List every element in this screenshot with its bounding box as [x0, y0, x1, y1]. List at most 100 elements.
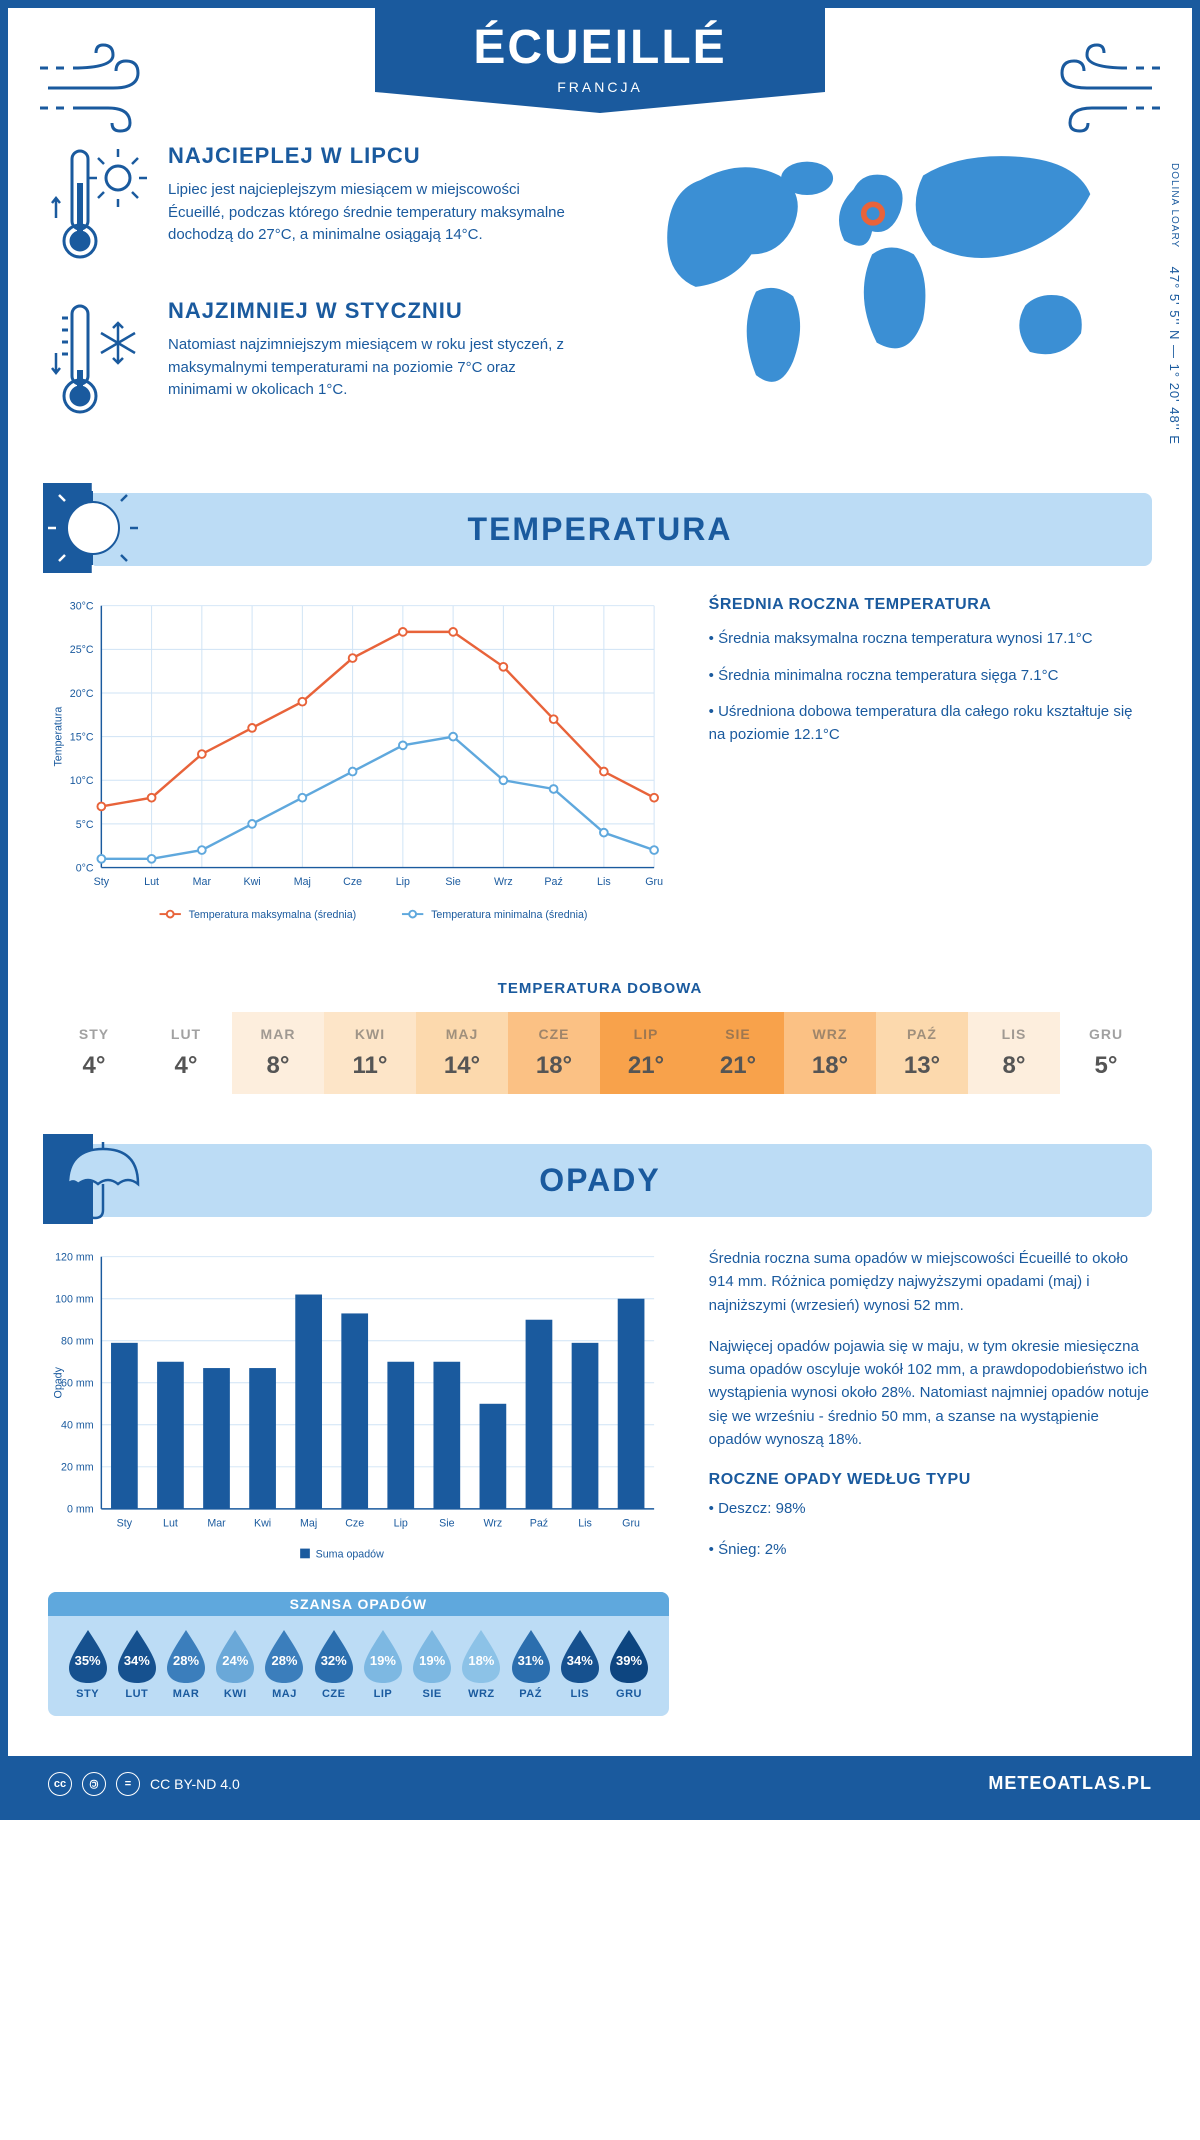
svg-text:Kwi: Kwi: [244, 876, 261, 888]
daily-temp-cell: SIE21°: [692, 1012, 784, 1094]
rain-chance-drop: 28% MAJ: [261, 1628, 308, 1700]
opady-type-1: • Deszcz: 98%: [709, 1497, 1152, 1520]
daily-temp-cell: PAŹ13°: [876, 1012, 968, 1094]
temperature-chart: 0°C5°C10°C15°C20°C25°C30°CStyLutMarKwiMa…: [48, 596, 669, 950]
svg-text:Suma opadów: Suma opadów: [316, 1548, 384, 1560]
svg-text:Lis: Lis: [597, 876, 611, 888]
chance-title: SZANSA OPADÓW: [48, 1592, 669, 1616]
opady-info-2: Najwięcej opadów pojawia się w maju, w t…: [709, 1335, 1152, 1451]
hottest-block: NAJCIEPLEJ W LIPCU Lipiec jest najcieple…: [48, 143, 580, 263]
svg-text:Lut: Lut: [163, 1517, 178, 1529]
svg-text:Gru: Gru: [622, 1517, 640, 1529]
svg-text:Temperatura maksymalna (średni: Temperatura maksymalna (średnia): [189, 909, 357, 921]
rain-chance-drop: 32% CZE: [310, 1628, 357, 1700]
precipitation-info: Średnia roczna suma opadów w miejscowośc…: [709, 1247, 1152, 1716]
svg-text:Wrz: Wrz: [484, 1517, 503, 1529]
temp-info-title: ŚREDNIA ROCZNA TEMPERATURA: [709, 596, 1152, 614]
license-text: CC BY-ND 4.0: [150, 1776, 240, 1792]
intro-section: NAJCIEPLEJ W LIPCU Lipiec jest najcieple…: [48, 143, 1152, 453]
svg-text:Temperatura minimalna (średnia: Temperatura minimalna (średnia): [431, 909, 587, 921]
svg-text:Mar: Mar: [193, 876, 212, 888]
precipitation-chart: 0 mm20 mm40 mm60 mm80 mm100 mm120 mmOpad…: [48, 1247, 669, 1577]
coldest-text: Natomiast najzimniejszym miesiącem w rok…: [168, 334, 580, 402]
thermometer-cold-icon: [48, 298, 148, 418]
hottest-text: Lipiec jest najcieplejszym miesiącem w m…: [168, 179, 580, 247]
daily-temp-title: TEMPERATURA DOBOWA: [48, 980, 1152, 997]
coldest-block: NAJZIMNIEJ W STYCZNIU Natomiast najzimni…: [48, 298, 580, 418]
svg-text:Sie: Sie: [445, 876, 460, 888]
svg-text:Maj: Maj: [294, 876, 311, 888]
precipitation-column: 0 mm20 mm40 mm60 mm80 mm100 mm120 mmOpad…: [48, 1247, 669, 1716]
svg-text:40 mm: 40 mm: [61, 1420, 94, 1432]
temperature-info: ŚREDNIA ROCZNA TEMPERATURA • Średnia mak…: [709, 596, 1152, 950]
rain-chance-drop: 19% LIP: [359, 1628, 406, 1700]
rain-chance-drop: 24% KWI: [212, 1628, 259, 1700]
rain-chance-drop: 19% SIE: [409, 1628, 456, 1700]
chance-of-rain-panel: SZANSA OPADÓW 35% STY 34% LUT 28% MAR 24…: [48, 1592, 669, 1716]
temperature-section-header: TEMPERATURA: [48, 493, 1152, 566]
svg-text:Lip: Lip: [396, 876, 410, 888]
daily-temp-cell: GRU5°: [1060, 1012, 1152, 1094]
svg-text:5°C: 5°C: [76, 819, 94, 831]
svg-text:Gru: Gru: [645, 876, 663, 888]
svg-text:25°C: 25°C: [70, 644, 94, 656]
svg-text:Opady: Opady: [53, 1367, 65, 1399]
svg-text:60 mm: 60 mm: [61, 1378, 94, 1390]
svg-text:Lip: Lip: [394, 1517, 408, 1529]
wind-icon-right: [1032, 43, 1162, 133]
daily-temp-cell: LIS8°: [968, 1012, 1060, 1094]
site-name: METEOATLAS.PL: [988, 1773, 1152, 1794]
rain-chance-drop: 18% WRZ: [458, 1628, 505, 1700]
svg-text:10°C: 10°C: [70, 775, 94, 787]
svg-text:30°C: 30°C: [70, 601, 94, 613]
precipitation-title: OPADY: [78, 1162, 1122, 1199]
svg-text:20 mm: 20 mm: [61, 1462, 94, 1474]
svg-text:0°C: 0°C: [76, 862, 94, 874]
hottest-title: NAJCIEPLEJ W LIPCU: [168, 143, 580, 169]
temp-info-3: • Uśredniona dobowa temperatura dla całe…: [709, 701, 1152, 746]
daily-temp-cell: MAJ14°: [416, 1012, 508, 1094]
sun-section-icon: [43, 483, 143, 573]
daily-temp-cell: LIP21°: [600, 1012, 692, 1094]
cc-icon: cc: [48, 1772, 72, 1796]
daily-temp-cell: LUT4°: [140, 1012, 232, 1094]
page-title: ÉCUEILLÉ: [435, 20, 765, 75]
svg-text:Maj: Maj: [300, 1517, 317, 1529]
svg-text:100 mm: 100 mm: [55, 1294, 94, 1306]
by-icon: 🄯: [82, 1772, 106, 1796]
svg-text:Mar: Mar: [207, 1517, 226, 1529]
daily-temp-cell: MAR8°: [232, 1012, 324, 1094]
svg-text:80 mm: 80 mm: [61, 1336, 94, 1348]
svg-text:Lis: Lis: [578, 1517, 592, 1529]
svg-text:120 mm: 120 mm: [55, 1252, 94, 1264]
rain-chance-drop: 34% LUT: [113, 1628, 160, 1700]
daily-temp-table: STY4°LUT4°MAR8°KWI11°MAJ14°CZE18°LIP21°S…: [48, 1012, 1152, 1094]
page-subtitle: FRANCJA: [435, 79, 765, 95]
precipitation-section-header: OPADY: [48, 1144, 1152, 1217]
rain-chance-drop: 28% MAR: [162, 1628, 209, 1700]
region-label: DOLINA LOARY: [1169, 163, 1180, 248]
rain-chance-drop: 39% GRU: [605, 1628, 652, 1700]
opady-type-2: • Śnieg: 2%: [709, 1538, 1152, 1561]
opady-type-title: ROCZNE OPADY WEDŁUG TYPU: [709, 1471, 1152, 1489]
rain-chance-drop: 34% LIS: [556, 1628, 603, 1700]
world-map: [620, 143, 1152, 403]
opady-info-1: Średnia roczna suma opadów w miejscowośc…: [709, 1247, 1152, 1317]
daily-temp-cell: STY4°: [48, 1012, 140, 1094]
temp-info-1: • Średnia maksymalna roczna temperatura …: [709, 628, 1152, 651]
svg-text:Cze: Cze: [343, 876, 362, 888]
coordinates: DOLINA LOARY 47° 5' 5'' N — 1° 20' 48'' …: [1167, 163, 1182, 445]
header: ÉCUEILLÉ FRANCJA: [48, 38, 1152, 113]
svg-text:Paź: Paź: [544, 876, 562, 888]
daily-temp-cell: CZE18°: [508, 1012, 600, 1094]
rain-chance-drop: 31% PAŹ: [507, 1628, 554, 1700]
svg-text:Sty: Sty: [117, 1517, 133, 1529]
svg-text:Kwi: Kwi: [254, 1517, 271, 1529]
daily-temp-cell: WRZ18°: [784, 1012, 876, 1094]
rain-chance-drop: 35% STY: [64, 1628, 111, 1700]
coords-text: 47° 5' 5'' N — 1° 20' 48'' E: [1167, 267, 1182, 445]
temperature-title: TEMPERATURA: [78, 511, 1122, 548]
wind-icon-left: [38, 43, 168, 133]
svg-text:15°C: 15°C: [70, 731, 94, 743]
svg-text:20°C: 20°C: [70, 688, 94, 700]
